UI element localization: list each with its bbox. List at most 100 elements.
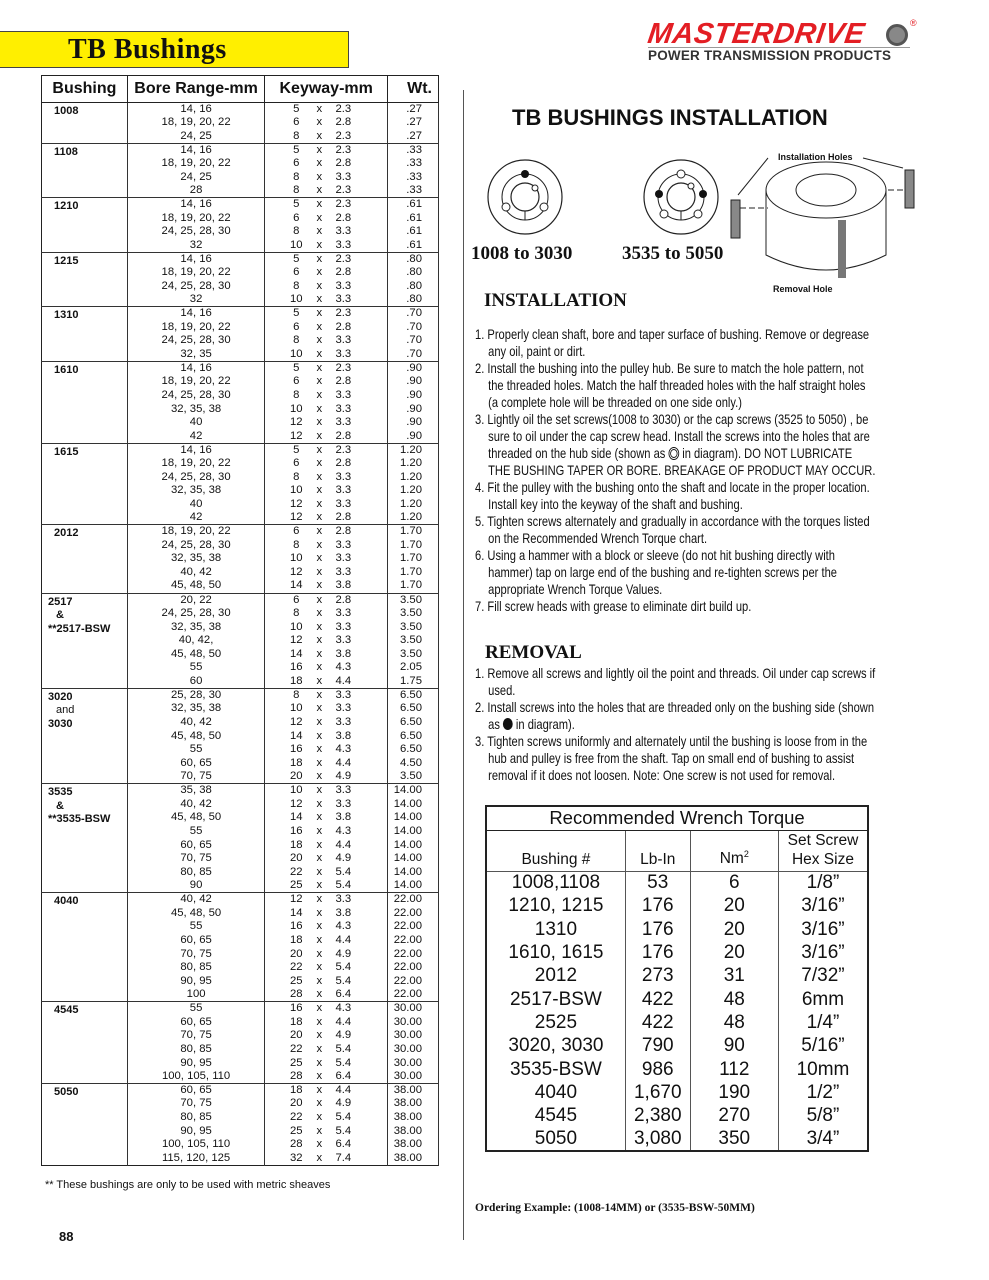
- weight-cell: 22.00: [387, 892, 439, 907]
- bushing-cell: 1615: [41, 442, 128, 525]
- step-text: 2. Install screws into the holes that ar…: [475, 700, 875, 732]
- bore-range-cell: 90: [127, 879, 266, 893]
- keyway-separator: x: [316, 443, 323, 456]
- list-item: 7. Fill screw heads with grease to elimi…: [475, 599, 752, 614]
- bore-range-cell: 60: [127, 674, 266, 689]
- keyway-cell: 6 x 2.8: [264, 524, 389, 539]
- hex-size-cell: 6mm: [777, 987, 869, 1011]
- keyway-width: 8: [293, 470, 300, 483]
- table-row: 32, 35 10 x 3.3 .70: [42, 347, 439, 362]
- keyway-depth: 3.3: [335, 416, 352, 429]
- removal-steps: 1. Remove all screws and lightly oil the…: [475, 665, 877, 784]
- keyway-depth: 3.8: [335, 811, 352, 824]
- keyway-width: 10: [290, 293, 303, 306]
- keyway-cell: 6 x 2.8: [264, 211, 389, 226]
- weight-cell: 2.05: [387, 661, 439, 675]
- weight-cell: 38.00: [387, 1097, 439, 1111]
- keyway-depth: 2.8: [335, 429, 352, 442]
- bushing-spec-table: Bushing Bore Range-mm Keyway-mm Wt. 1008…: [41, 75, 439, 1166]
- keyway-cell: 12 x 3.3: [264, 892, 389, 907]
- table-row: 45, 48, 50 14 x 3.8 6.50: [42, 729, 439, 743]
- keyway-separator: x: [316, 266, 323, 279]
- keyway-cell: 6 x 2.8: [264, 116, 389, 130]
- table-row: 24, 25, 28, 30 8 x 3.3 3.50: [42, 606, 439, 621]
- keyway-separator: x: [316, 797, 323, 810]
- page-number: 88: [59, 1229, 74, 1244]
- keyway-depth: 2.3: [335, 307, 352, 320]
- bushing-label: 4545: [54, 1004, 79, 1017]
- torque-row: 2012 273 31 7/32”: [485, 964, 869, 988]
- bore-range-cell: 32, 35: [127, 347, 266, 362]
- keyway-cell: 20 x 4.9: [264, 770, 389, 784]
- weight-cell: .33: [387, 142, 439, 157]
- table-row: 115, 120, 125 32 x 7.4 38.00: [42, 1151, 439, 1166]
- keyway-cell: 28 x 6.4: [264, 1069, 389, 1084]
- weight-cell: .90: [387, 360, 439, 375]
- keyway-cell: 20 x 4.9: [264, 851, 389, 866]
- lb-in-cell: 176: [624, 894, 691, 918]
- keyway-depth: 3.3: [335, 484, 352, 497]
- weight-cell: .80: [387, 266, 439, 280]
- bushing-label: &: [56, 799, 64, 812]
- weight-cell: 3.50: [387, 592, 439, 607]
- weight-cell: 6.50: [387, 702, 439, 716]
- keyway-separator: x: [316, 402, 323, 415]
- keyway-separator: x: [316, 961, 323, 974]
- bore-range-cell: 32: [127, 293, 266, 307]
- keyway-separator: x: [316, 375, 323, 388]
- weight-cell: 38.00: [387, 1124, 439, 1138]
- keyway-width: 28: [290, 1069, 303, 1082]
- weight-cell: 1.70: [387, 552, 439, 566]
- keyway-width: 5: [293, 198, 300, 211]
- header-lb-in: Lb-In: [624, 829, 691, 872]
- keyway-separator: x: [316, 484, 323, 497]
- bore-range-cell: 40: [127, 415, 266, 430]
- bore-range-cell: 55: [127, 742, 266, 757]
- keyway-depth: 3.8: [335, 906, 352, 919]
- keyway-depth: 2.3: [335, 129, 352, 142]
- weight-cell: 1.70: [387, 524, 439, 539]
- bore-range-cell: 32: [127, 238, 266, 253]
- weight-cell: .70: [387, 306, 439, 321]
- lb-in-cell: 2,380: [624, 1103, 691, 1128]
- keyway-cell: 5 x 2.3: [264, 102, 389, 117]
- weight-cell: 14.00: [387, 797, 439, 811]
- keyway-cell: 25 x 5.4: [264, 879, 389, 893]
- keyway-width: 14: [290, 579, 303, 592]
- keyway-separator: x: [316, 211, 323, 224]
- table-row: 18, 19, 20, 22 6 x 2.8 .80: [42, 266, 439, 280]
- list-item: 4. Fit the pulley with the bushing onto …: [475, 480, 870, 512]
- bore-range-cell: 14, 16: [127, 102, 266, 117]
- bushing-label: 1215: [54, 254, 79, 267]
- bushing-number-cell: 2525: [485, 1010, 626, 1035]
- weight-cell: 38.00: [387, 1083, 439, 1098]
- weight-cell: 1.75: [387, 674, 439, 689]
- keyway-separator: x: [316, 457, 323, 470]
- keyway-cell: 6 x 2.8: [264, 266, 389, 280]
- keyway-depth: 4.4: [335, 933, 352, 946]
- hex-size-cell: 5/8”: [777, 1103, 869, 1128]
- keyway-separator: x: [316, 1002, 323, 1015]
- keyway-cell: 22 x 5.4: [264, 1042, 389, 1057]
- keyway-cell: 12 x 3.3: [264, 715, 389, 730]
- keyway-separator: x: [316, 470, 323, 483]
- keyway-width: 18: [290, 1084, 303, 1097]
- bore-range-cell: 45, 48, 50: [127, 579, 266, 593]
- table-row: 24, 25 8 x 2.3 .27: [42, 129, 439, 144]
- keyway-cell: 8 x 3.3: [264, 279, 389, 294]
- keyway-width: 8: [293, 688, 300, 701]
- keyway-width: 6: [293, 157, 300, 170]
- keyway-depth: 5.4: [335, 865, 352, 878]
- weight-cell: 6.50: [387, 729, 439, 743]
- weight-cell: .33: [387, 157, 439, 171]
- keyway-cell: 5 x 2.3: [264, 142, 389, 157]
- bore-range-cell: 14, 16: [127, 360, 266, 375]
- keyway-width: 12: [290, 893, 303, 906]
- nm-cell: 20: [689, 940, 779, 965]
- weight-cell: .61: [387, 225, 439, 239]
- keyway-width: 16: [290, 661, 303, 674]
- keyway-width: 32: [290, 1151, 303, 1164]
- keyway-separator: x: [316, 157, 323, 170]
- keyway-depth: 3.8: [335, 579, 352, 592]
- weight-cell: .80: [387, 251, 439, 266]
